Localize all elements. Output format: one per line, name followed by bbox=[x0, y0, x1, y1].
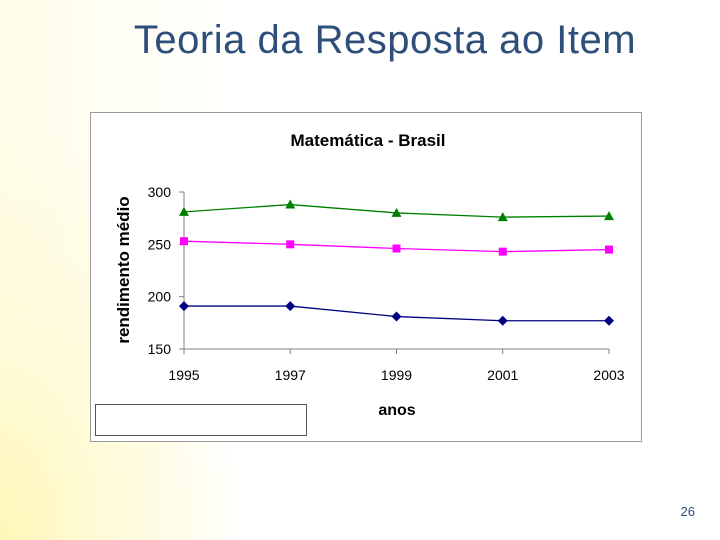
data-point bbox=[180, 237, 188, 246]
page-number: 26 bbox=[680, 504, 695, 519]
data-point bbox=[285, 199, 296, 209]
chart-legend bbox=[95, 404, 307, 436]
x-tick-label: 2003 bbox=[593, 367, 624, 383]
x-tick-label: 1999 bbox=[381, 367, 412, 383]
x-tick-label: 1997 bbox=[275, 367, 306, 383]
data-point bbox=[391, 207, 402, 217]
data-point bbox=[391, 311, 402, 322]
data-point bbox=[497, 315, 508, 326]
x-axis-label: anos bbox=[378, 402, 415, 419]
data-point bbox=[392, 244, 401, 253]
data-point bbox=[497, 212, 508, 222]
data-point bbox=[498, 247, 507, 256]
data-point bbox=[286, 240, 295, 249]
y-tick-label: 200 bbox=[148, 289, 172, 305]
data-point bbox=[604, 315, 614, 326]
data-point bbox=[179, 206, 189, 216]
chart-frame bbox=[90, 112, 642, 442]
data-point bbox=[604, 211, 614, 221]
slide-title: Teoria da Resposta ao Item bbox=[133, 18, 637, 62]
data-point bbox=[285, 301, 296, 312]
y-axis-label: rendimento médio bbox=[114, 196, 133, 343]
y-tick-label: 150 bbox=[148, 341, 172, 357]
data-point bbox=[179, 301, 189, 312]
data-point bbox=[605, 245, 613, 254]
x-tick-label: 1995 bbox=[168, 367, 199, 383]
chart-title: Matemática - Brasil bbox=[291, 131, 446, 150]
y-tick-label: 300 bbox=[148, 184, 172, 200]
x-tick-label: 2001 bbox=[487, 367, 518, 383]
y-tick-label: 250 bbox=[148, 236, 172, 252]
